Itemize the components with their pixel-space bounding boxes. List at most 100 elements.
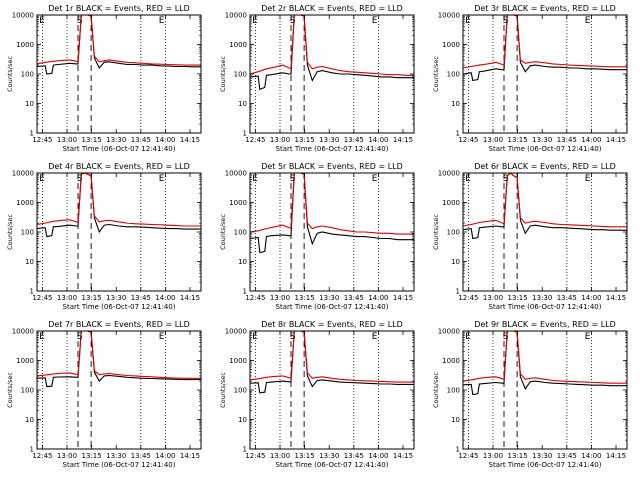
panel-title: Det 2r BLACK = Events, RED = LLD [261, 4, 403, 13]
x-tick-label: 14:15 [180, 136, 200, 144]
x-tick-label: 14:00 [368, 136, 388, 144]
y-tick-label: 1000 [229, 41, 247, 49]
marker-label-e: E [372, 174, 378, 184]
marker-label-e: E [252, 16, 258, 26]
plot-frame [36, 172, 202, 292]
y-tick-label: 1 [243, 130, 247, 138]
series-group [250, 173, 414, 254]
x-tick-label: 12:45 [458, 452, 478, 460]
marker-label-s: S [77, 16, 83, 26]
y-tick-label: 100 [447, 387, 460, 395]
y-tick-label: 1 [243, 288, 247, 296]
y-tick-label: 10 [451, 258, 460, 266]
marker-label-e: E [372, 332, 378, 342]
x-tick-label: 13:30 [319, 452, 339, 460]
y-axis-label: Counts/sec [6, 56, 14, 92]
plot-frame [249, 172, 415, 292]
y-tick-label: 100 [21, 387, 34, 395]
x-tick-label: 13:30 [106, 136, 126, 144]
x-tick-label: 13:30 [106, 452, 126, 460]
series-group [250, 15, 414, 91]
x-tick-label: 13:15 [508, 294, 528, 302]
x-tick-label: 13:15 [82, 294, 102, 302]
y-tick-label: 1000 [442, 357, 460, 365]
x-tick-label: 13:30 [532, 136, 552, 144]
series-events-line [37, 331, 201, 388]
x-tick-label: 14:15 [393, 294, 413, 302]
x-tick-label: 13:00 [57, 452, 77, 460]
y-tick-label: 10000 [438, 328, 460, 336]
y-tick-label: 100 [447, 229, 460, 237]
y-tick-label: 10000 [12, 170, 34, 178]
y-tick-label: 1 [456, 130, 460, 138]
x-axis-label: Start Time (06-Oct-07 12:41:40) [489, 461, 602, 469]
y-tick-label: 1000 [442, 199, 460, 207]
marker-label-s: S [503, 332, 509, 342]
y-tick-label: 10000 [12, 328, 34, 336]
x-tick-label: 12:45 [458, 136, 478, 144]
x-tick-label: 13:15 [82, 136, 102, 144]
x-axis-label: Start Time (06-Oct-07 12:41:40) [63, 145, 176, 153]
series-group [37, 331, 201, 388]
x-axis-label: Start Time (06-Oct-07 12:41:40) [489, 145, 602, 153]
plot-frame [462, 330, 628, 450]
series-lld-line [463, 15, 627, 69]
marker-label-s: S [503, 174, 509, 184]
series-events-line [463, 15, 627, 82]
marker-label-e: E [39, 16, 45, 26]
marker-label-e: E [372, 16, 378, 26]
marker-label-s: S [290, 174, 296, 184]
y-tick-label: 10 [238, 416, 247, 424]
marker-label-e: E [39, 174, 45, 184]
x-tick-label: 13:15 [295, 136, 315, 144]
marker-label-e: E [252, 332, 258, 342]
y-tick-label: 1000 [229, 199, 247, 207]
series-events-line [463, 331, 627, 396]
x-tick-label: 13:15 [508, 452, 528, 460]
y-tick-label: 10 [25, 258, 34, 266]
x-tick-label: 14:00 [581, 294, 601, 302]
x-axis-label: Start Time (06-Oct-07 12:41:40) [276, 145, 389, 153]
marker-label-s: S [77, 332, 83, 342]
y-tick-label: 1 [30, 446, 34, 454]
panel-title: Det 6r BLACK = Events, RED = LLD [474, 162, 616, 171]
series-lld-line [37, 173, 201, 227]
x-tick-label: 13:45 [557, 452, 577, 460]
y-tick-label: 1000 [229, 357, 247, 365]
series-lld-line [463, 173, 627, 228]
y-axis-label: Counts/sec [219, 372, 227, 408]
x-tick-label: 13:00 [270, 294, 290, 302]
x-tick-label: 13:00 [57, 294, 77, 302]
series-group [463, 15, 627, 82]
panel-title: Det 7r BLACK = Events, RED = LLD [48, 320, 190, 329]
series-group [37, 173, 201, 238]
y-tick-label: 1 [30, 288, 34, 296]
series-lld-line [463, 331, 627, 384]
series-lld-line [250, 331, 414, 383]
marker-label-e: E [465, 332, 471, 342]
y-tick-label: 100 [447, 71, 460, 79]
x-tick-label: 13:30 [319, 294, 339, 302]
marker-label-e: E [585, 174, 591, 184]
series-lld-line [250, 173, 414, 235]
x-tick-label: 13:00 [57, 136, 77, 144]
x-tick-label: 13:45 [344, 136, 364, 144]
y-tick-label: 10 [451, 416, 460, 424]
marker-label-e: E [159, 174, 165, 184]
y-tick-label: 1 [456, 288, 460, 296]
x-tick-label: 13:30 [532, 452, 552, 460]
x-tick-label: 14:15 [606, 294, 626, 302]
panel-title: Det 5r BLACK = Events, RED = LLD [261, 162, 403, 171]
y-tick-label: 1 [243, 446, 247, 454]
marker-label-e: E [465, 16, 471, 26]
x-tick-label: 13:00 [483, 136, 503, 144]
y-tick-label: 10 [451, 100, 460, 108]
x-axis-label: Start Time (06-Oct-07 12:41:40) [489, 303, 602, 311]
x-tick-label: 12:45 [458, 294, 478, 302]
y-tick-label: 100 [21, 71, 34, 79]
